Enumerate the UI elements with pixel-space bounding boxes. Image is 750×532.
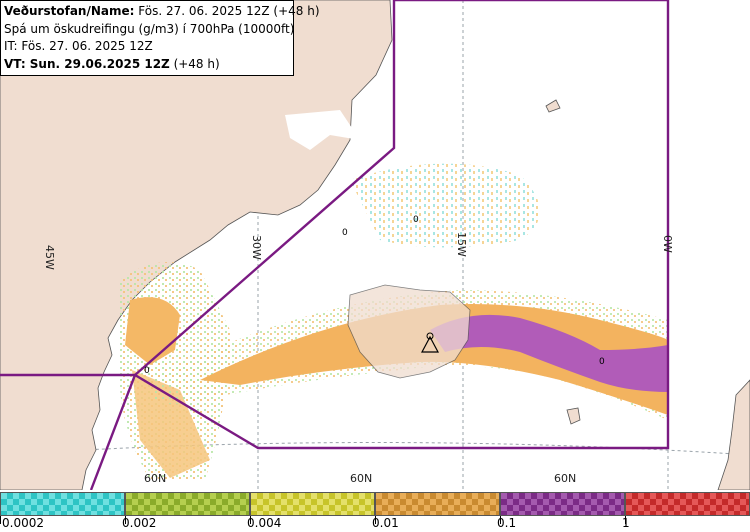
legend-swatch [375,492,500,516]
volcano-marker-icon [421,332,439,353]
value-marker: 0 [144,366,150,376]
info-line-name: Veðurstofan/Name: Fös. 27. 06. 2025 12Z … [4,4,320,18]
concentration-legend: 0.0002 0.002 0.004 0.01 0.1 1 [0,490,750,532]
lat-label-60n: 60N [350,472,372,485]
info-line-description: Spá um öskudreifingu (g/m3) í 700hPa (10… [4,21,295,36]
legend-tick [375,516,376,524]
legend-label: 0.01 [372,516,399,530]
lon-label-0w: 0W [661,235,674,253]
ash-forecast-map: 45W 30W 15W 0W 60N 60N 60N 0 0 0 0 [0,0,750,490]
lon-label-45w: 45W [43,245,56,270]
info-line-issue-time: IT: Fös. 27. 06. 2025 12Z [4,39,153,53]
legend-label: 0.002 [122,516,157,530]
legend-tick [0,516,1,524]
lon-label-30w: 30W [250,235,263,260]
lon-label-15w: 15W [455,232,468,257]
legend-label: 0.0002 [2,516,44,530]
legend-label: 1 [622,516,630,530]
legend-label: 0.1 [497,516,517,530]
legend-tick [625,516,626,524]
scandinavia-land [717,379,750,490]
legend-swatch [250,492,375,516]
lat-label-60n: 60N [554,472,576,485]
value-marker: 0 [342,228,348,238]
legend-swatch [0,492,125,516]
legend-swatch [625,492,750,516]
lat-label-60n: 60N [144,472,166,485]
legend-swatch [500,492,625,516]
iceland-land [347,284,471,379]
legend-label: 0.004 [247,516,282,530]
info-line-valid-time: VT: Sun. 29.06.2025 12Z (+48 h) [4,56,220,71]
legend-swatch [125,492,250,516]
small-island [545,99,561,113]
forecast-info-box: Veðurstofan/Name: Fös. 27. 06. 2025 12Z … [0,0,320,76]
faroe-islands [566,407,581,425]
legend-tick [125,516,126,524]
legend-tick [500,516,501,524]
greenland-fjord [285,110,360,150]
legend-tick [250,516,251,524]
fir-boundary [0,0,670,490]
value-marker: 0 [599,357,605,367]
value-marker: 0 [413,215,419,225]
